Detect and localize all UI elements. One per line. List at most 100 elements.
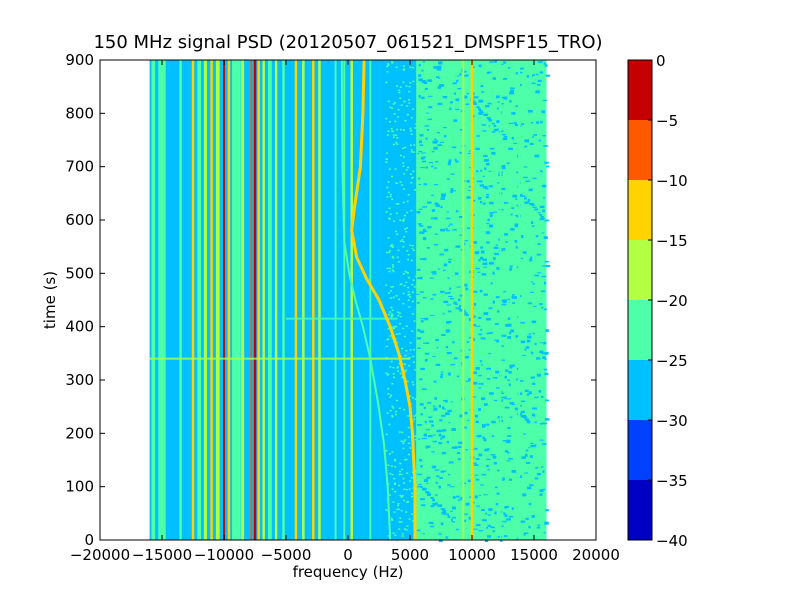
noise-speckle: [386, 134, 389, 136]
noise-speckle: [500, 539, 503, 542]
spectral-line: [369, 60, 372, 540]
noise-speckle: [448, 310, 452, 313]
noise-speckle: [389, 472, 392, 475]
noise-speckle: [407, 299, 410, 302]
noise-speckle: [545, 509, 549, 512]
noise-speckle: [472, 290, 478, 293]
noise-speckle: [410, 476, 413, 479]
noise-speckle: [419, 403, 424, 406]
noise-speckle: [511, 294, 515, 296]
noise-speckle: [523, 166, 528, 168]
noise-speckle: [483, 159, 489, 162]
noise-speckle: [421, 388, 427, 390]
noise-speckle: [448, 260, 452, 264]
noise-speckle: [435, 481, 438, 484]
noise-speckle: [503, 77, 508, 80]
noise-speckle: [398, 332, 401, 335]
noise-speckle: [476, 135, 480, 137]
colorbar-segment: [628, 240, 652, 300]
noise-speckle: [486, 241, 490, 244]
noise-speckle: [439, 419, 443, 422]
noise-speckle: [458, 441, 463, 444]
noise-speckle: [389, 245, 392, 247]
noise-speckle: [419, 458, 423, 462]
noise-speckle: [420, 498, 425, 501]
noise-speckle: [496, 310, 502, 313]
noise-speckle: [421, 156, 425, 160]
noise-speckle: [397, 203, 400, 205]
noise-speckle: [388, 270, 391, 273]
noise-speckle: [481, 509, 485, 511]
spectral-line: [215, 60, 220, 540]
spectrogram-image: [149, 59, 551, 543]
noise-speckle: [481, 273, 487, 276]
noise-speckle: [434, 397, 438, 400]
noise-speckle: [407, 193, 410, 196]
noise-speckle: [536, 373, 541, 377]
noise-speckle: [494, 252, 499, 256]
noise-speckle: [539, 493, 543, 496]
noise-speckle: [446, 211, 450, 213]
noise-speckle: [402, 240, 405, 243]
noise-speckle: [546, 165, 550, 168]
noise-speckle: [414, 438, 417, 441]
noise-speckle: [527, 302, 533, 305]
noise-speckle: [475, 478, 480, 481]
noise-speckle: [455, 495, 460, 498]
noise-speckle: [493, 124, 497, 127]
noise-speckle: [489, 224, 493, 227]
noise-speckle: [455, 210, 459, 213]
noise-speckle: [439, 84, 444, 87]
noise-speckle: [433, 380, 437, 383]
noise-speckle: [446, 178, 450, 180]
noise-speckle: [531, 413, 536, 417]
noise-speckle: [534, 421, 538, 424]
noise-speckle: [530, 291, 534, 293]
noise-speckle: [397, 108, 400, 111]
noise-speckle: [392, 143, 395, 146]
noise-speckle: [466, 179, 470, 183]
noise-speckle: [449, 101, 453, 104]
noise-speckle: [399, 494, 402, 497]
noise-speckle: [432, 440, 438, 443]
noise-speckle: [427, 435, 433, 438]
noise-speckle: [457, 458, 461, 461]
noise-speckle: [440, 437, 443, 440]
noise-speckle: [394, 534, 397, 537]
noise-speckle: [397, 249, 400, 252]
noise-speckle: [481, 473, 487, 476]
noise-speckle: [398, 407, 401, 410]
noise-speckle: [408, 488, 411, 490]
noise-speckle: [506, 398, 512, 400]
noise-speckle: [502, 138, 508, 141]
noise-speckle: [402, 129, 405, 131]
noise-speckle: [473, 323, 476, 327]
noise-speckle: [459, 128, 463, 131]
noise-speckle: [540, 290, 546, 293]
noise-speckle: [501, 396, 506, 399]
noise-speckle: [398, 91, 401, 94]
noise-speckle: [391, 416, 394, 418]
noise-speckle: [467, 479, 473, 483]
noise-speckle: [388, 292, 391, 294]
noise-speckle: [495, 95, 501, 99]
noise-speckle: [542, 488, 545, 491]
noise-speckle: [471, 199, 476, 202]
noise-speckle: [504, 450, 509, 453]
noise-speckle: [490, 454, 496, 456]
noise-speckle: [532, 206, 537, 208]
noise-speckle: [387, 63, 390, 65]
noise-speckle: [414, 414, 417, 416]
noise-speckle: [414, 189, 417, 191]
noise-speckle: [496, 120, 499, 124]
noise-speckle: [393, 220, 396, 222]
noise-speckle: [474, 495, 478, 499]
noise-speckle: [535, 73, 539, 76]
noise-speckle: [509, 87, 515, 89]
noise-speckle: [542, 470, 545, 473]
colorbar-tick-label: −10: [656, 172, 688, 190]
noise-speckle: [472, 338, 476, 341]
noise-speckle: [413, 361, 416, 363]
noise-speckle: [431, 273, 437, 275]
noise-speckle: [423, 156, 427, 158]
